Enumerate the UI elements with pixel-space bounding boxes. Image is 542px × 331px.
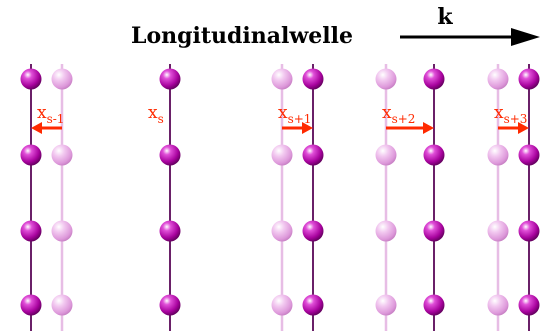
equilibrium-atom [375,68,397,90]
displaced-atom [159,144,181,166]
displaced-atom [423,144,445,166]
displaced-atom [518,294,540,316]
displacement-arrowhead [302,122,313,134]
displacement-label: xs [148,103,164,126]
equilibrium-atom [51,68,73,90]
equilibrium-atom [375,144,397,166]
lattice-plane: xs+1 [271,64,324,331]
diagram-title: Longitudinalwelle [131,23,353,49]
equilibrium-atom [271,294,293,316]
displacement-label: xs+2 [382,103,415,126]
lattice-plane: xs-1 [20,64,73,331]
displacement-label: xs-1 [37,103,64,126]
equilibrium-atom [375,220,397,242]
displaced-atom [302,294,324,316]
equilibrium-atom [487,220,509,242]
lattice-plane: xs+3 [487,64,540,331]
equilibrium-atom [51,294,73,316]
displaced-atom [20,68,42,90]
displacement-arrowhead [423,122,434,134]
displaced-atom [302,144,324,166]
displaced-atom [159,294,181,316]
displaced-atom [423,68,445,90]
lattice-planes: xs-1 xs xs+1 xs+2 xs+3 [20,64,540,331]
equilibrium-atom [51,220,73,242]
displaced-atom [20,220,42,242]
displaced-atom [518,144,540,166]
equilibrium-atom [51,144,73,166]
wave-vector: k [400,4,540,46]
displaced-atom [159,220,181,242]
displacement-arrowhead [31,122,42,134]
displaced-atom [302,68,324,90]
equilibrium-atom [487,294,509,316]
displaced-atom [20,294,42,316]
equilibrium-atom [271,144,293,166]
displacement-arrowhead [518,122,529,134]
lattice-plane: xs [148,64,181,331]
displaced-atom [159,68,181,90]
equilibrium-atom [271,220,293,242]
displacement-label: xs+1 [278,103,311,126]
displaced-atom [302,220,324,242]
displaced-atom [20,144,42,166]
displaced-atom [518,68,540,90]
equilibrium-atom [487,144,509,166]
lattice-plane: xs+2 [375,64,445,331]
equilibrium-atom [487,68,509,90]
equilibrium-atom [375,294,397,316]
displaced-atom [518,220,540,242]
wave-vector-arrowhead [511,28,540,46]
wave-vector-label: k [437,4,453,30]
displacement-label: xs+3 [494,103,527,126]
displaced-atom [423,294,445,316]
equilibrium-atom [271,68,293,90]
displaced-atom [423,220,445,242]
